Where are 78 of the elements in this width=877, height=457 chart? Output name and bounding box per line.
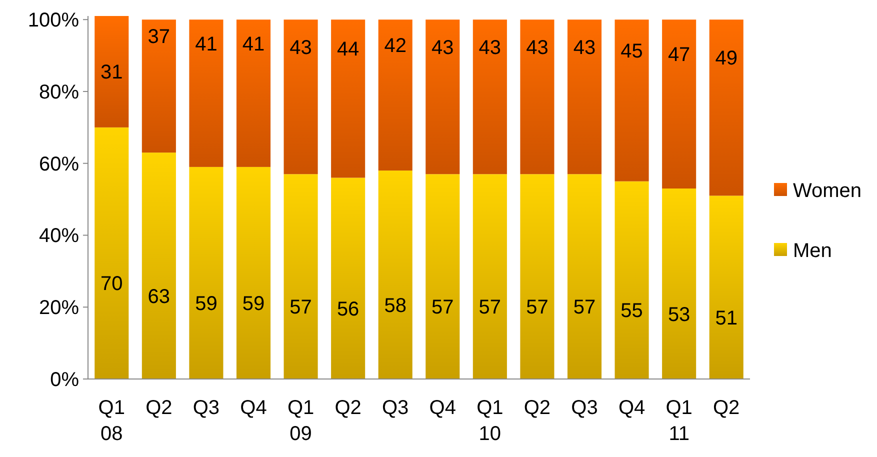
bar (520, 174, 554, 379)
data-label: 58 (384, 294, 406, 317)
data-label: 47 (668, 44, 690, 66)
bar (567, 174, 602, 379)
bar (331, 20, 366, 178)
data-label: 45 (620, 40, 643, 62)
y-tick-label: 40% (38, 225, 80, 248)
data-label: 59 (195, 292, 218, 315)
bar (189, 166, 224, 379)
data-label: 59 (242, 292, 265, 315)
x-tick-label: Q2 (524, 397, 551, 419)
data-label: 57 (526, 296, 548, 319)
data-label: 43 (573, 36, 596, 59)
bar (378, 20, 412, 171)
bar (142, 152, 176, 379)
bar (94, 16, 129, 128)
bar (331, 178, 366, 379)
bar (472, 174, 507, 379)
bar (614, 181, 649, 379)
data-label: 63 (148, 286, 170, 308)
legend-label: Women (793, 180, 862, 202)
x-tick-label: Q1 11 (666, 397, 692, 445)
bar (284, 174, 318, 379)
x-tick-label: Q2 (713, 397, 740, 419)
x-tick-label: Q4 (240, 397, 267, 419)
bar (709, 20, 744, 196)
y-tick-label: 20% (38, 297, 80, 320)
x-tick-label: Q3 (571, 397, 598, 419)
bar (284, 20, 318, 174)
x-tick-label: Q1 10 (476, 397, 504, 445)
y-tick-label: 60% (38, 153, 80, 176)
bar (426, 20, 460, 174)
bar (520, 20, 554, 174)
data-label: 55 (620, 300, 643, 322)
x-tick-label: Q2 (334, 397, 362, 419)
y-tick-label: 80% (38, 81, 80, 104)
bar (236, 166, 271, 379)
data-label: 56 (336, 298, 360, 320)
bar (189, 20, 224, 167)
bar (236, 20, 271, 167)
data-label: 70 (100, 273, 123, 296)
x-tick-label: Q1 08 (98, 397, 125, 445)
data-label: 57 (290, 296, 312, 319)
data-label: 57 (432, 296, 454, 319)
bar (709, 196, 744, 379)
data-label: 53 (668, 304, 690, 326)
data-label: 51 (715, 307, 738, 330)
x-tick-label: Q1 09 (287, 397, 314, 445)
data-label: 41 (242, 33, 265, 56)
x-tick-label: Q3 (382, 397, 409, 419)
x-tick-label: Q3 (192, 397, 220, 419)
legend-label: Men (793, 240, 832, 262)
data-label: 43 (432, 36, 454, 59)
y-tick-label: 100% (28, 10, 80, 32)
bar (378, 170, 412, 379)
bar (614, 20, 649, 182)
data-label: 43 (478, 36, 502, 59)
data-label: 49 (715, 48, 738, 70)
data-label: 31 (100, 62, 123, 84)
data-label: 43 (526, 36, 548, 59)
x-tick-label: Q4 (429, 397, 456, 419)
bar (142, 20, 176, 153)
data-label: 43 (290, 36, 312, 59)
bar (426, 174, 460, 379)
bar (567, 20, 602, 174)
data-label: 44 (336, 38, 360, 61)
x-tick-label: Q4 (618, 397, 646, 419)
data-label: 57 (478, 296, 502, 319)
bar (472, 20, 507, 174)
y-tick-label: 0% (50, 369, 80, 391)
bar (662, 188, 696, 379)
bar (94, 127, 129, 379)
data-label: 37 (148, 26, 170, 48)
x-tick-label: Q2 (146, 397, 172, 419)
bar (662, 20, 696, 189)
data-label: 42 (384, 35, 406, 58)
data-label: 41 (195, 33, 218, 56)
data-label: 57 (573, 296, 596, 319)
